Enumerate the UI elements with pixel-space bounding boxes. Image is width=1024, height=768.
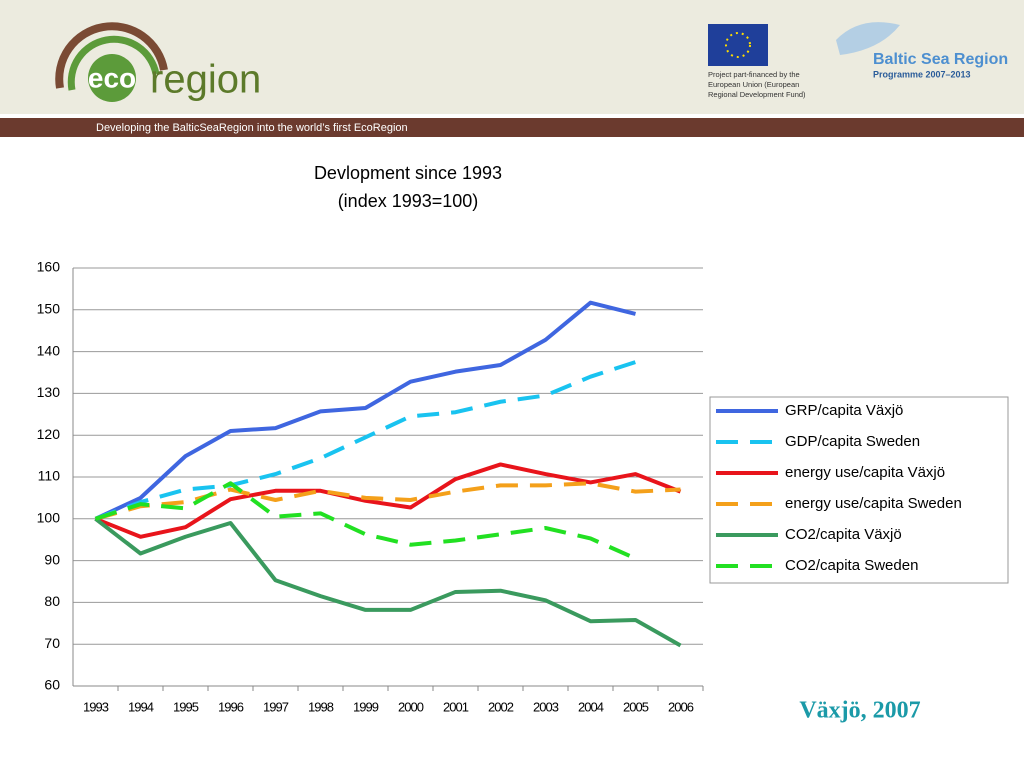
y-tick-label: 150: [37, 301, 61, 317]
legend-label: energy use/capita Växjö: [785, 464, 945, 481]
x-tick-label: 1994: [128, 699, 154, 714]
eu-flag: [708, 24, 768, 66]
series-line: [94, 481, 681, 521]
y-tick-label: 130: [37, 384, 61, 400]
legend-box: [709, 396, 1009, 584]
y-tick-label: 60: [44, 677, 60, 693]
series-line: [94, 300, 636, 521]
tagline-band: [0, 118, 1024, 137]
logo-arc: [67, 35, 160, 91]
tagline: Developing the BalticSeaRegion into the …: [96, 122, 408, 134]
x-tick-label: 2006: [668, 699, 694, 714]
logo-arc: [55, 22, 168, 89]
caption: Växjö, 2007: [799, 698, 920, 724]
x-tick-label: 1995: [173, 699, 199, 714]
legend-label: CO2/capita Sweden: [785, 557, 918, 574]
x-tick-label: 2000: [398, 699, 424, 714]
eu-note: Regional Development Fund): [708, 90, 806, 99]
legend-label: GRP/capita Växjö: [785, 402, 903, 419]
x-tick-label: 1996: [218, 699, 244, 714]
series-line: [94, 462, 682, 539]
x-tick-label: 1999: [353, 699, 379, 714]
y-tick-label: 140: [37, 342, 61, 358]
bsr-logo: [836, 22, 900, 55]
y-tick-label: 90: [44, 551, 60, 567]
x-tick-label: 2003: [533, 699, 559, 714]
x-tick-label: 2005: [623, 699, 649, 714]
y-tick-label: 80: [44, 593, 60, 609]
series-line: [94, 481, 637, 561]
series-line: [94, 517, 682, 648]
y-tick-label: 70: [44, 635, 60, 651]
x-tick-label: 1993: [83, 699, 109, 714]
eu-note: European Union (European: [708, 80, 799, 89]
header-band: [0, 0, 1024, 114]
logo-eco: eco: [88, 62, 136, 93]
x-tick-label: 1998: [308, 699, 334, 714]
y-tick-label: 160: [37, 259, 61, 275]
eu-note: Project part-financed by the: [708, 70, 800, 79]
programme-years: Programme 2007–2013: [873, 69, 971, 79]
logo-region: region: [150, 58, 261, 102]
series-line: [94, 360, 637, 521]
x-tick-label: 2004: [578, 699, 604, 714]
y-tick-label: 120: [37, 426, 61, 442]
eu-stars: [725, 32, 751, 58]
y-tick-label: 110: [38, 468, 61, 484]
logo-circle: [88, 54, 136, 102]
chart-title: Devlopment since 1993: [314, 163, 502, 183]
legend-label: CO2/capita Växjö: [785, 526, 902, 543]
y-tick-label: 100: [37, 510, 61, 526]
x-tick-label: 2002: [488, 699, 514, 714]
x-tick-label: 2001: [443, 699, 469, 714]
x-tick-label: 1997: [263, 699, 289, 714]
legend-label: GDP/capita Sweden: [785, 433, 920, 450]
programme: Baltic Sea Region: [873, 51, 1008, 68]
legend-label: energy use/capita Sweden: [785, 495, 962, 512]
chart-subtitle: (index 1993=100): [338, 191, 479, 211]
